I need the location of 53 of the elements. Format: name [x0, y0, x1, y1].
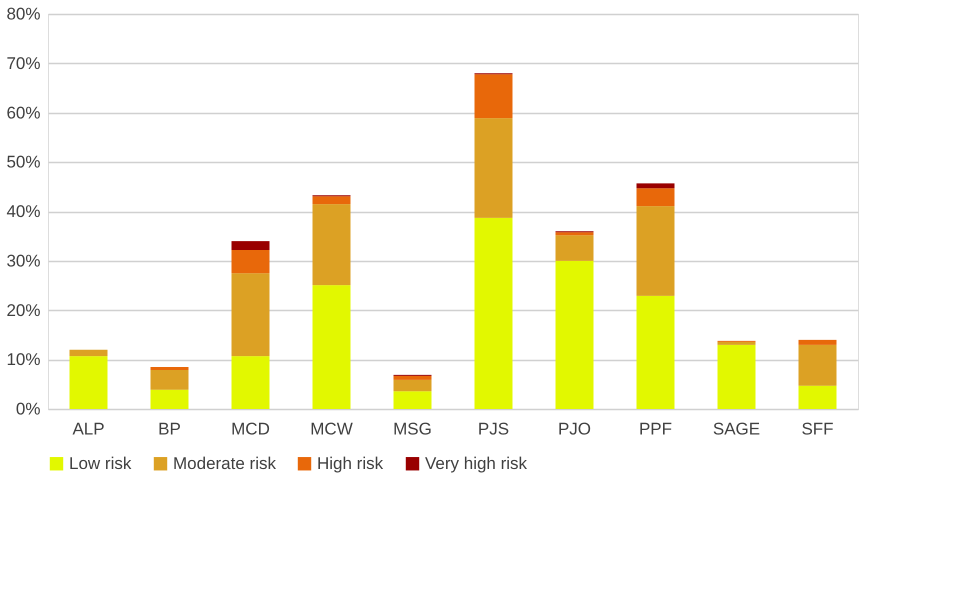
legend-label: Low risk	[69, 454, 132, 473]
x-tick-label: MSG	[393, 420, 432, 438]
bar	[150, 390, 188, 409]
x-tick-label: BP	[158, 420, 181, 438]
bar	[232, 250, 270, 274]
x-tick-label: MCW	[310, 420, 353, 438]
bar	[232, 241, 270, 250]
x-tick-label: SAGE	[712, 420, 760, 438]
bar	[798, 386, 836, 409]
x-tick-label: PPF	[638, 420, 672, 438]
legend-label: High risk	[317, 454, 384, 473]
y-tick-label: 0%	[16, 400, 40, 418]
x-tick-label: ALP	[72, 420, 105, 438]
bar	[394, 380, 432, 392]
bar	[394, 391, 432, 409]
bar	[798, 340, 836, 345]
y-tick-label: 60%	[6, 103, 40, 122]
bar	[232, 356, 270, 409]
bar	[312, 196, 350, 204]
bar	[70, 356, 108, 409]
bar	[474, 218, 512, 409]
bar	[312, 204, 350, 286]
bar	[556, 260, 594, 409]
legend-label: Very high risk	[425, 454, 528, 473]
bar	[798, 344, 836, 386]
y-tick-label: 80%	[6, 4, 40, 24]
bar	[636, 188, 674, 206]
x-tick-label: PJS	[478, 420, 510, 438]
y-tick-label: 50%	[6, 152, 40, 172]
y-tick-label: 40%	[6, 202, 40, 221]
legend-label: Moderate risk	[173, 454, 276, 473]
y-tick-label: 20%	[6, 300, 40, 320]
bar	[150, 370, 188, 390]
y-tick-label: 10%	[6, 350, 40, 370]
bar	[474, 118, 512, 218]
bar	[636, 206, 674, 296]
x-tick-label: MCD	[231, 420, 270, 438]
bar	[556, 232, 594, 236]
bar	[232, 273, 270, 356]
bar	[636, 183, 674, 188]
x-tick-label: PJO	[558, 420, 592, 438]
y-tick-label: 30%	[6, 251, 40, 270]
bar	[556, 235, 594, 261]
bar	[150, 367, 188, 370]
bar	[636, 296, 674, 409]
y-tick-label: 70%	[6, 54, 40, 73]
bar	[312, 285, 350, 409]
bar	[718, 344, 756, 409]
x-tick-label: SFF	[801, 420, 834, 438]
bar	[718, 342, 756, 345]
bar	[70, 350, 108, 356]
bar	[474, 74, 512, 118]
bar	[394, 376, 432, 380]
